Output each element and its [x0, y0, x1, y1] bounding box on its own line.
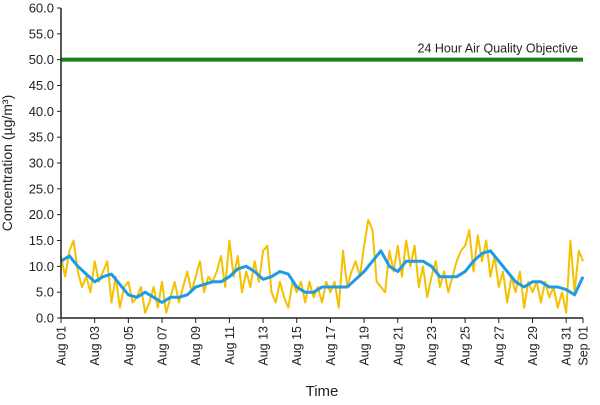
- x-axis-ticks: Aug 01 Aug 03 Aug 05 Aug 07 Aug 09 Aug 11 Aug …: [55, 318, 591, 366]
- x-tick-label: Aug 01: [55, 326, 69, 366]
- x-tick-label: Aug 25: [459, 326, 473, 366]
- rolling-mean-series-line: [60, 249, 585, 304]
- x-tick-label: Aug 31: [560, 326, 574, 366]
- x-tick-label: Aug 05: [122, 326, 136, 366]
- y-tick-label: 45.0: [29, 78, 54, 93]
- y-axis-ticks: 0.0 5.0 10.0 15.0 20.0 25.0 30.0 35.0 40.0 45.0 50…: [29, 1, 61, 326]
- y-tick-label: 60.0: [29, 1, 54, 16]
- x-tick-label: Aug 29: [526, 326, 540, 366]
- y-tick-label: 20.0: [29, 207, 54, 222]
- y-tick-label: 50.0: [29, 52, 54, 67]
- x-tick-label: Aug 23: [425, 326, 439, 366]
- y-tick-label: 40.0: [29, 104, 54, 119]
- x-tick-label: Aug 27: [492, 326, 506, 366]
- y-tick-label: 25.0: [29, 181, 54, 196]
- y-tick-label: 15.0: [29, 233, 54, 248]
- objective-line-group: 24 Hour Air Quality Objective: [61, 42, 583, 62]
- y-tick-label: 0.0: [36, 311, 54, 326]
- y-tick-label: 55.0: [29, 26, 54, 41]
- y-tick-label: 35.0: [29, 130, 54, 145]
- x-tick-label: Aug 13: [257, 326, 271, 366]
- x-tick-label: Aug 11: [223, 326, 237, 365]
- x-tick-label: Aug 15: [290, 326, 304, 366]
- x-tick-label: Aug 09: [189, 326, 203, 366]
- y-tick-label: 30.0: [29, 156, 54, 171]
- x-tick-label: Aug 21: [391, 326, 405, 366]
- y-tick-label: 5.0: [36, 285, 54, 300]
- x-tick-label: Aug 07: [156, 326, 170, 366]
- objective-label: 24 Hour Air Quality Objective: [418, 42, 579, 56]
- series-group: [60, 218, 585, 314]
- x-tick-label: Aug 17: [324, 326, 338, 366]
- x-tick-label: Aug 03: [88, 326, 102, 366]
- hourly-series-line: [60, 218, 584, 314]
- y-tick-label: 10.0: [29, 259, 54, 274]
- x-tick-label: Aug 19: [358, 326, 372, 366]
- x-tick-label: Sep 01: [577, 326, 591, 366]
- y-axis-label: Concentration (µg/m³): [0, 95, 15, 231]
- x-axis-label: Time: [306, 383, 339, 400]
